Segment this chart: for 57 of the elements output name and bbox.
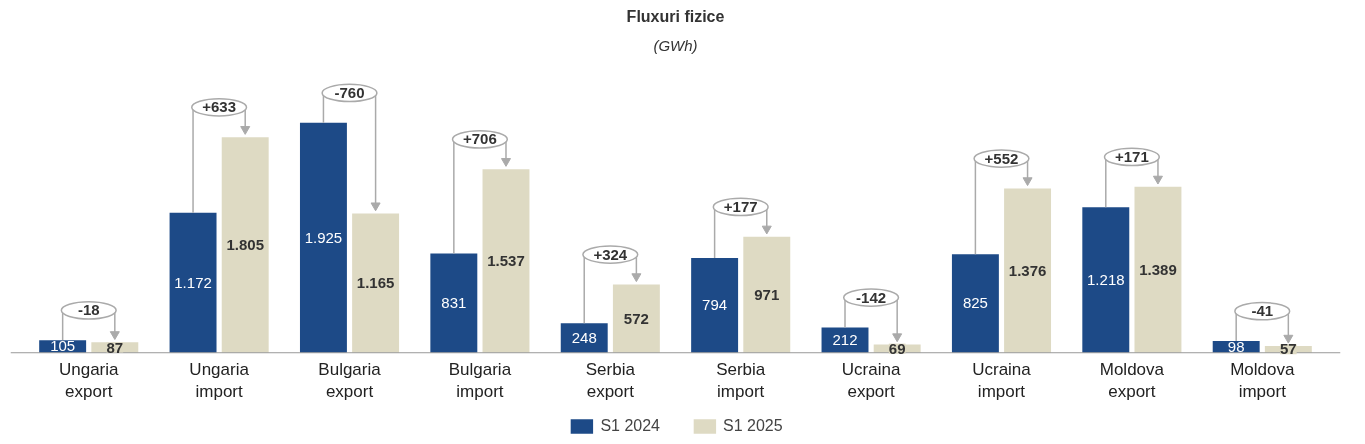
data-label: 87 — [106, 338, 124, 356]
x-tick-label: Ungaria import — [189, 359, 250, 402]
x-tick-label: Bulgaria import — [448, 359, 512, 402]
data-label: 1.172 — [174, 273, 212, 291]
bar — [299, 122, 347, 353]
annotation: +552 — [984, 149, 1019, 167]
data-label: 248 — [571, 328, 597, 346]
data-label: 572 — [623, 309, 649, 327]
x-tick-label: Ucraina export — [841, 359, 901, 402]
bar — [1134, 186, 1182, 353]
bar — [612, 284, 660, 353]
bar — [1082, 207, 1130, 353]
data-label: 1.165 — [356, 274, 395, 292]
bar — [743, 236, 791, 353]
bar — [482, 169, 530, 353]
data-label: 1.376 — [1008, 261, 1047, 279]
bar — [951, 254, 999, 353]
data-label: 1.389 — [1139, 260, 1177, 278]
data-label: 57 — [1280, 340, 1297, 358]
x-tick-label: Moldova import — [1230, 359, 1295, 402]
data-label: 825 — [962, 294, 988, 312]
x-tick-label: Serbia import — [716, 359, 766, 402]
data-label: 1.925 — [304, 228, 343, 246]
data-label: 98 — [1227, 337, 1245, 355]
bar — [430, 253, 478, 353]
data-label: 831 — [441, 294, 467, 312]
chart-subtitle: (GWh) — [653, 36, 698, 54]
data-label: 105 — [50, 337, 76, 355]
x-tick-label: Ungaria export — [58, 359, 120, 402]
bar — [169, 212, 217, 353]
data-label: 212 — [832, 331, 858, 349]
annotation: -41 — [1251, 302, 1274, 320]
annotation: +706 — [463, 130, 497, 148]
x-tick-label: Moldova export — [1099, 359, 1165, 402]
data-label: 69 — [888, 339, 906, 357]
annotation: +177 — [723, 197, 758, 215]
annotation: +324 — [593, 245, 628, 263]
bar — [352, 213, 400, 353]
x-tick-label: Serbia export — [585, 359, 636, 402]
bar — [1004, 188, 1052, 353]
bar — [691, 257, 739, 353]
legend-label: S1 2024 — [600, 417, 660, 435]
x-tick-label: Ucraina import — [972, 359, 1032, 402]
data-label: 1.805 — [226, 235, 264, 253]
data-label: 1.218 — [1087, 271, 1125, 289]
bar — [221, 137, 269, 353]
data-label: 971 — [754, 285, 780, 303]
legend-label: S1 2025 — [723, 417, 783, 435]
text: -760 — [334, 83, 365, 101]
annotation: -142 — [856, 288, 887, 306]
data-label: 794 — [702, 296, 728, 314]
annotation: -18 — [77, 301, 100, 319]
text: +633 — [202, 98, 237, 116]
data-label: 1.537 — [487, 251, 525, 269]
annotation: +171 — [1114, 147, 1149, 165]
chart-title: Fluxuri fizice — [626, 7, 725, 25]
x-tick-label: Bulgaria export — [318, 359, 382, 402]
